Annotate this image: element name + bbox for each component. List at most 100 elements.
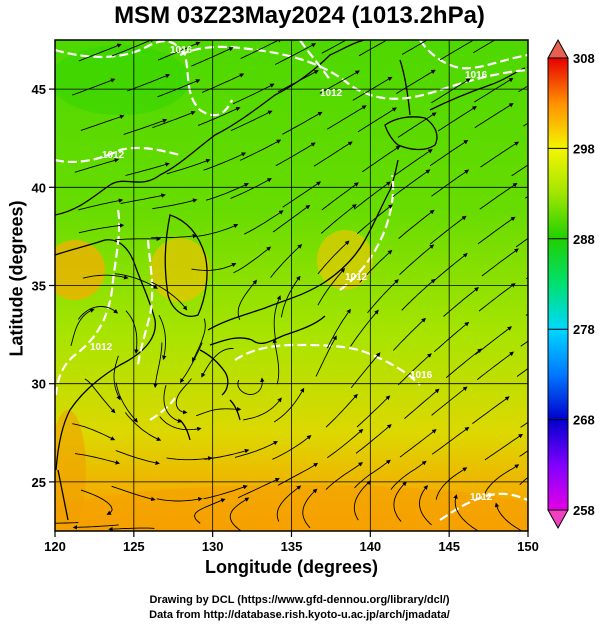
streamline <box>229 497 250 531</box>
streamline <box>474 77 514 103</box>
streamline <box>516 368 528 377</box>
streamline <box>317 240 350 275</box>
coastlines <box>55 40 526 521</box>
isobar-label: 1012 <box>320 88 343 99</box>
colorbar-tick-label: 278 <box>573 322 595 337</box>
y-tick-label: 40 <box>32 180 46 195</box>
streamline <box>193 498 226 524</box>
colorbar-ticks: 258 268 278 288 298 308 <box>548 51 595 518</box>
streamline <box>234 441 278 458</box>
streamline <box>326 105 367 130</box>
streamline <box>113 355 121 401</box>
streamline <box>431 169 470 197</box>
streamline <box>302 488 318 529</box>
colorbar-tick-label: 298 <box>573 141 595 156</box>
isobar-label: 1016 <box>410 370 433 381</box>
x-tick-label: 135 <box>281 539 303 554</box>
streamline <box>80 114 125 131</box>
streamline <box>78 198 124 211</box>
streamline <box>520 421 528 428</box>
streamline <box>431 426 470 455</box>
streamline <box>327 428 364 459</box>
y-tick-label: 25 <box>32 475 46 490</box>
colorbar-tick-label: 258 <box>573 503 595 518</box>
streamline <box>197 107 241 126</box>
streamline <box>125 310 139 355</box>
streamline <box>325 393 358 428</box>
streamline <box>280 275 301 318</box>
streamline <box>357 204 393 235</box>
streamline <box>243 210 284 235</box>
streamline <box>484 433 524 461</box>
streamline <box>353 480 372 521</box>
streamline <box>276 485 302 522</box>
streamline <box>201 347 234 378</box>
streamline <box>72 524 119 530</box>
streamline <box>350 352 381 389</box>
streamline <box>237 377 265 396</box>
streamline <box>398 209 435 239</box>
streamline <box>272 338 280 385</box>
streamline <box>232 83 275 105</box>
x-tick-label: 125 <box>123 539 145 554</box>
streamline <box>480 141 520 168</box>
warm-patch-japan <box>317 230 373 290</box>
x-tick-label: 145 <box>438 539 460 554</box>
y-axis-label: Latitude (degrees) <box>6 200 27 357</box>
colorbar-bottom-arrow <box>547 509 569 530</box>
streamline <box>191 263 237 271</box>
streamline <box>437 106 477 132</box>
streamline <box>481 248 519 277</box>
streamline <box>474 103 514 129</box>
streamline <box>353 181 391 210</box>
streamline <box>270 244 303 278</box>
isobar-label: 1016 <box>465 70 488 81</box>
x-tick-label: 140 <box>359 539 381 554</box>
credit-data: Data from http://database.rish.kyoto-u.a… <box>149 609 450 621</box>
x-tick-label: 130 <box>202 539 224 554</box>
streamline <box>273 387 305 423</box>
streamline <box>230 110 273 132</box>
streamline <box>194 223 239 238</box>
longitude-ticks: 120 125 130 135 140 145 150 <box>44 531 539 554</box>
latitude-ticks: 25 30 35 40 45 <box>32 82 55 490</box>
streamline <box>74 158 120 173</box>
streamline <box>282 111 323 135</box>
streamline <box>393 481 407 522</box>
streamline <box>230 178 272 199</box>
streamline <box>108 526 155 531</box>
streamline <box>158 315 167 361</box>
streamline <box>55 522 79 524</box>
streamline <box>429 215 467 245</box>
streamline <box>114 236 162 242</box>
y-tick-label: 35 <box>32 279 46 294</box>
streamline <box>196 406 242 417</box>
streamline <box>357 107 397 133</box>
streamline <box>519 450 528 457</box>
streamline <box>203 484 248 500</box>
streamline <box>70 308 95 347</box>
streamline <box>519 476 528 486</box>
streamline <box>111 40 155 57</box>
streamline <box>239 139 282 161</box>
streamline <box>394 149 433 176</box>
streamline <box>392 317 426 351</box>
streamline <box>72 78 116 96</box>
streamline <box>192 318 206 363</box>
streamline <box>277 70 319 93</box>
streamline <box>515 237 528 248</box>
streamline <box>399 244 435 276</box>
streamline <box>72 423 116 441</box>
streamline <box>359 249 393 283</box>
cool-patch-north <box>55 45 190 115</box>
colorbar-tick-label: 268 <box>573 413 595 428</box>
colorbar-tick-label: 308 <box>573 51 595 66</box>
streamline <box>401 278 436 311</box>
streamline <box>201 73 245 93</box>
streamline <box>191 47 234 67</box>
streamline <box>275 142 316 167</box>
streamline <box>157 41 201 61</box>
streamline <box>163 384 183 423</box>
streamline <box>472 396 510 424</box>
isobar-label: 1012 <box>345 272 368 283</box>
